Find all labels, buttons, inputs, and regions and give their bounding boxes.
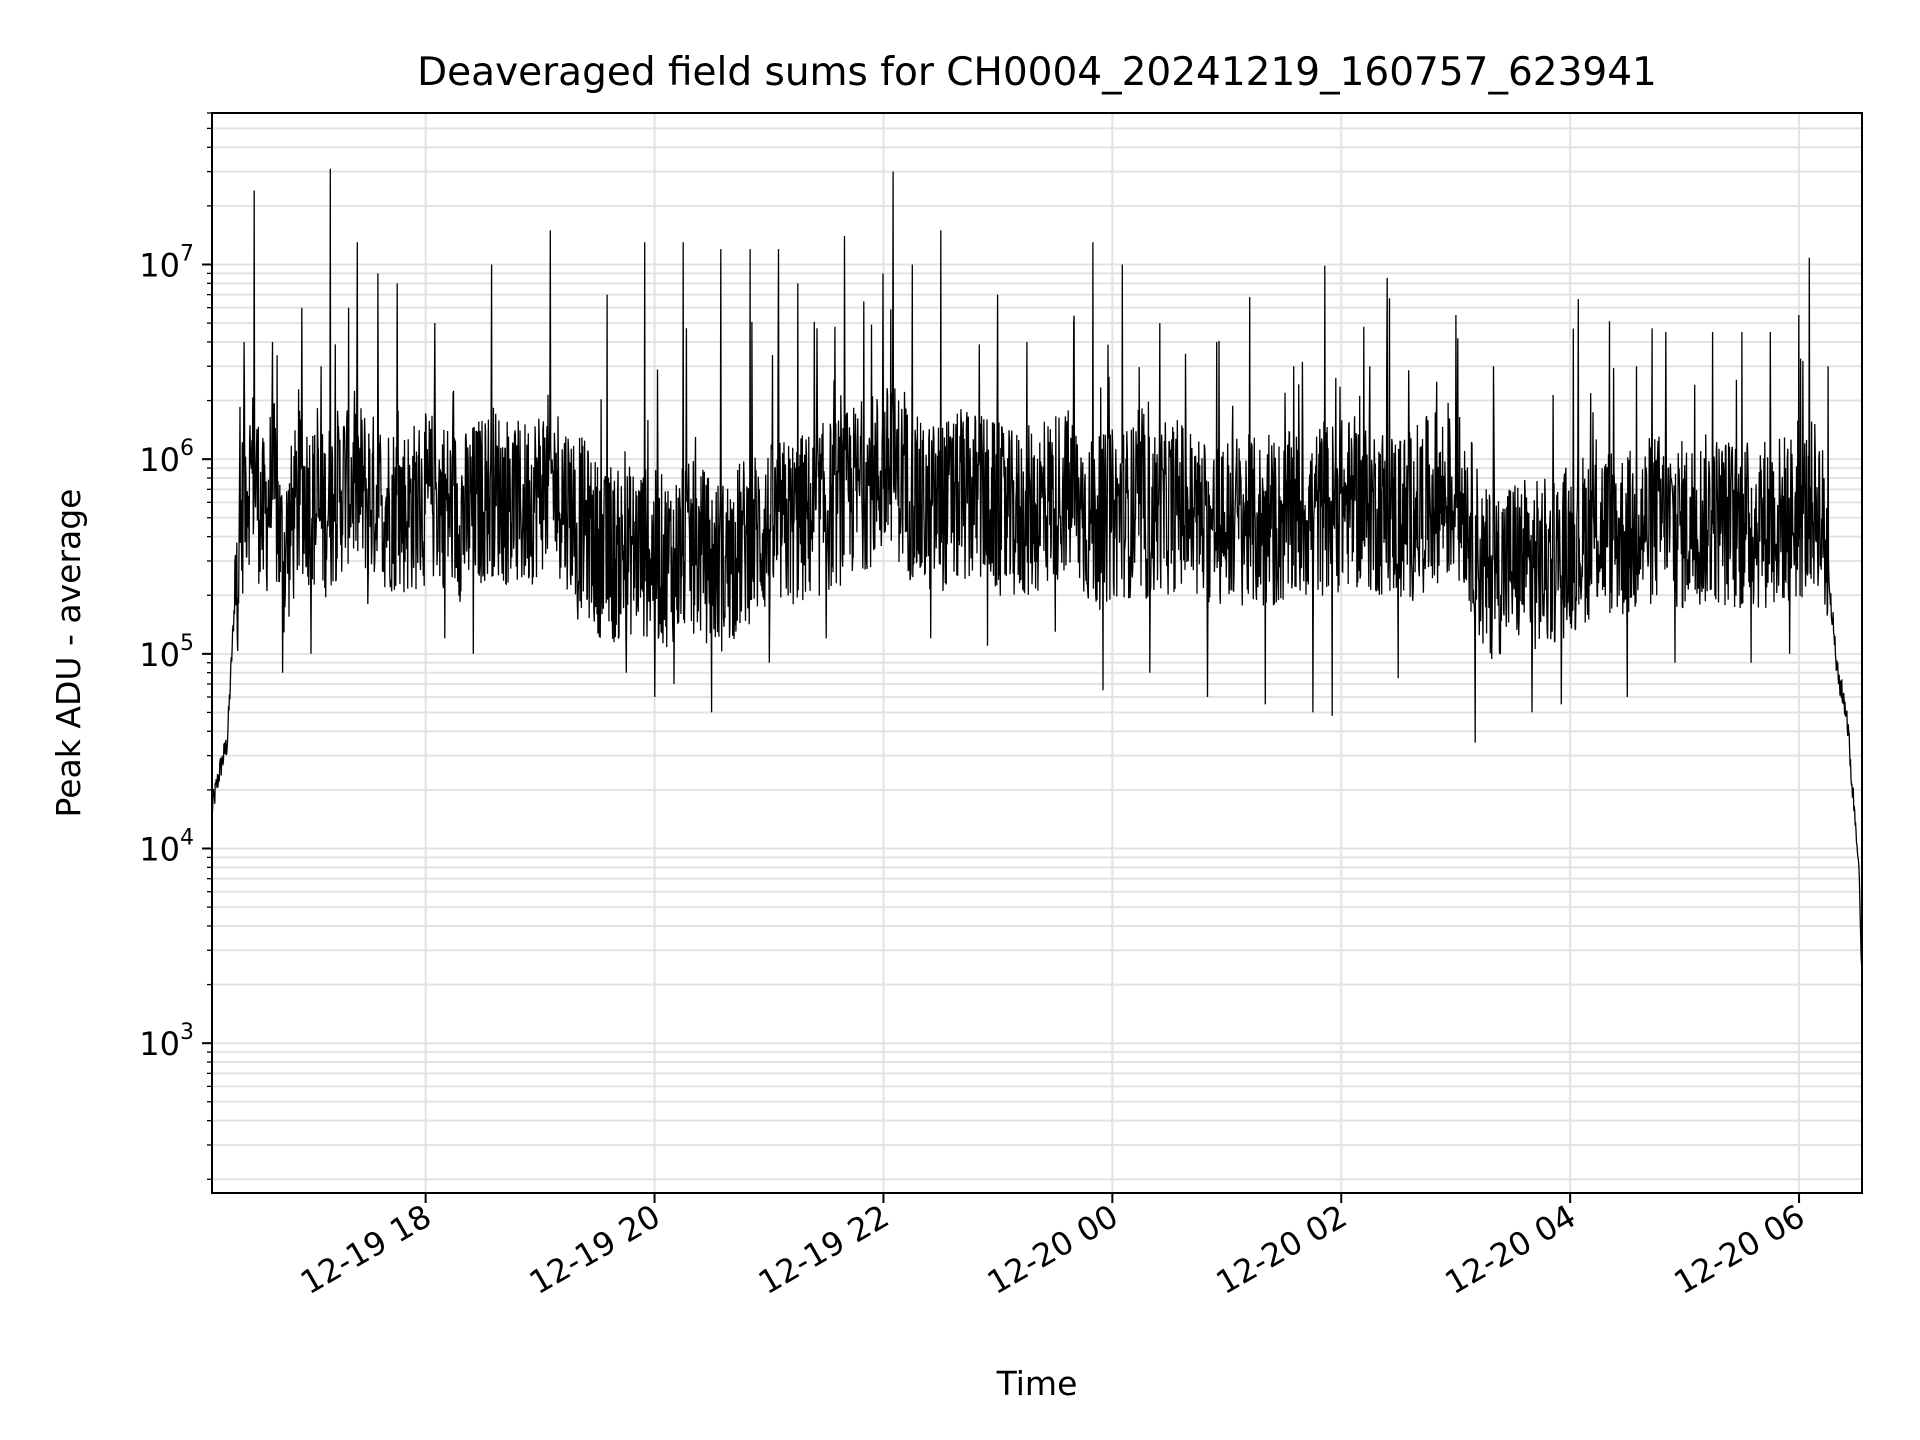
series-line xyxy=(211,168,1863,973)
y-tick-label: 103 xyxy=(139,1020,194,1063)
y-tick-label: 107 xyxy=(139,241,194,284)
y-tick-label: 105 xyxy=(139,631,194,674)
data-series xyxy=(211,168,1863,973)
grid xyxy=(212,112,1862,1193)
y-tick-label: 106 xyxy=(139,436,194,479)
y-axis-title: Peak ADU - average xyxy=(49,489,88,818)
y-tick-label: 104 xyxy=(139,826,194,869)
x-axis-title: Time xyxy=(996,1364,1078,1403)
chart-title: Deaveraged field sums for CH0004_2024121… xyxy=(417,50,1657,95)
